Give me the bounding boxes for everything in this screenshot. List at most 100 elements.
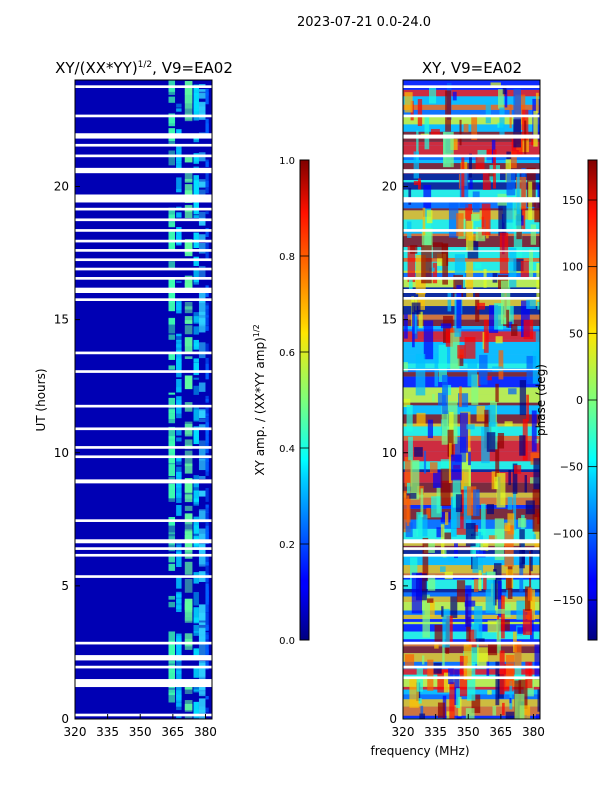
amplitude-y-tick-label: 5 (61, 579, 69, 593)
phase-texture-cell (513, 258, 524, 272)
phase-texture-cell (523, 679, 534, 697)
amplitude-texture-cell (205, 326, 209, 332)
amplitude-texture-cell (198, 102, 206, 111)
phase-texture-cell (434, 624, 443, 642)
phase-x-tick-label: 350 (457, 725, 480, 739)
amplitude-texture-cell (184, 242, 193, 254)
amplitude-texture-cell (205, 626, 209, 631)
amplitude-texture-cell (193, 108, 199, 115)
phase-texture-cell (498, 197, 507, 236)
phase-texture-cell (501, 595, 505, 639)
phase-texture-cell (421, 245, 432, 284)
phase-texture-cell (474, 262, 482, 269)
amplitude-texture-cell (168, 318, 176, 334)
phase-texture-cell (416, 512, 423, 537)
phase-colorbar-tick-label: 50 (569, 327, 583, 340)
phase-texture-cell (441, 406, 448, 445)
phase-colorbar-tick-label: −50 (560, 461, 583, 474)
amplitude-texture-cell (176, 177, 182, 193)
phase-texture-cell (490, 82, 501, 88)
phase-texture-cell (471, 694, 481, 714)
amplitude-texture-cell (198, 382, 206, 392)
amplitude-texture-cell (193, 617, 199, 624)
phase-texture-cell (466, 261, 474, 300)
phase-texture-cell (514, 641, 522, 668)
amplitude-axes-frame (74, 79, 213, 720)
amplitude-texture-cell (205, 634, 209, 645)
phase-texture-cell (456, 688, 461, 709)
amplitude-texture-cell (176, 339, 182, 353)
amplitude-texture-cell (176, 456, 182, 462)
amplitude-texture-cell (176, 299, 182, 314)
phase-texture-cell (535, 331, 540, 368)
amplitude-texture-cell (176, 505, 182, 516)
amplitude-texture-cell (168, 689, 176, 703)
phase-gap-band (403, 368, 540, 371)
phase-texture-cell (527, 589, 536, 621)
phase-texture-cell (534, 198, 540, 223)
phase-gap-band (403, 250, 540, 252)
amplitude-gap-band (75, 277, 212, 280)
phase-texture-cell (450, 332, 460, 370)
amplitude-texture-cell (198, 106, 206, 121)
phase-texture-cell (414, 447, 423, 457)
phase-texture-cell (437, 253, 447, 266)
phase-texture-cell (533, 110, 538, 147)
phase-texture-cell (406, 495, 410, 526)
amplitude-texture-cell (176, 357, 182, 365)
phase-texture-cell (455, 494, 463, 513)
phase-texture-cell (475, 227, 486, 242)
phase-texture-cell (450, 454, 462, 481)
amplitude-texture-cell (184, 542, 193, 552)
phase-texture-cell (456, 285, 462, 329)
phase-texture-cell (471, 114, 478, 141)
phase-texture-cell (422, 655, 425, 665)
amplitude-texture-cell (168, 279, 176, 295)
amplitude-texture-cell (198, 604, 206, 620)
amplitude-texture-cell (176, 428, 182, 436)
amplitude-texture-cell (168, 353, 176, 360)
amplitude-texture-cell (176, 598, 182, 610)
amplitude-texture-cell (205, 357, 209, 371)
amplitude-texture-cell (193, 269, 199, 283)
amplitude-gap-band (75, 553, 212, 557)
phase-texture-cell (436, 527, 444, 538)
amplitude-texture-cell (205, 398, 209, 402)
amplitude-gap-band (75, 133, 212, 139)
amplitude-texture-cell (198, 89, 206, 92)
phase-texture-cell (406, 492, 417, 499)
amplitude-texture-cell (193, 437, 199, 442)
amplitude-gap-band (75, 665, 212, 669)
phase-texture-cell (499, 107, 505, 137)
amplitude-colorbar: 0.0 0.2 0.4 0.6 0.8 1.0 XY amp. / (XX*YY amp)… (252, 156, 310, 647)
amplitude-texture-cell (205, 211, 209, 215)
phase-texture-cell (485, 102, 491, 124)
amplitude-texture-cell (168, 519, 176, 535)
phase-texture-cell (492, 366, 503, 372)
amplitude-panel: XY/(XX*YY)1/2, V9=EA02 UT (hours) 320 335… (34, 59, 233, 739)
phase-texture-band (403, 451, 540, 462)
amplitude-colorbar-label-sup: 1/2 (252, 324, 261, 337)
amplitude-gap-band (75, 194, 212, 203)
amplitude-texture-cell (184, 356, 193, 359)
phase-texture-cell (530, 224, 537, 245)
phase-texture-band (403, 472, 540, 483)
amplitude-texture-cell (205, 305, 209, 318)
phase-texture-cell (420, 705, 424, 719)
phase-texture-cell (473, 489, 480, 517)
phase-texture-cell (416, 412, 426, 426)
amplitude-texture-cell (168, 646, 176, 657)
amplitude-texture-cell (176, 212, 182, 218)
phase-texture-cell (520, 261, 529, 280)
amplitude-texture-cell (205, 518, 209, 533)
phase-gap-band (403, 296, 540, 300)
amplitude-texture-cell (193, 343, 199, 347)
amplitude-texture-cell (205, 600, 209, 605)
phase-texture-band (403, 610, 540, 615)
amplitude-texture-cell (198, 418, 206, 423)
phase-texture-cell (495, 336, 503, 344)
amplitude-texture-cell (184, 609, 193, 613)
phase-texture-cell (513, 88, 521, 132)
phase-texture-cell (445, 512, 449, 526)
amplitude-texture-cell (168, 664, 176, 680)
